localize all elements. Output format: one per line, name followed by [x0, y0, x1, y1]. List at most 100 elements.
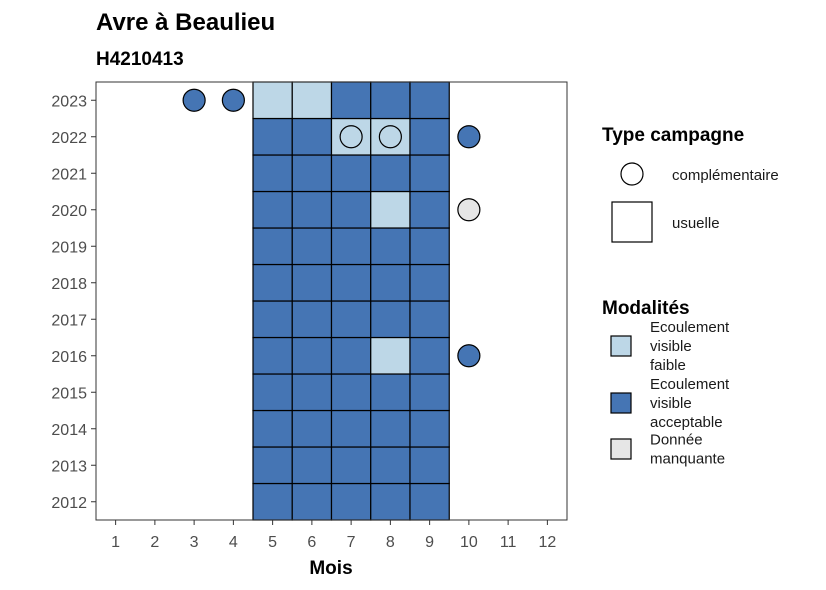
x-tick-label: 1: [111, 534, 120, 551]
cell-usuelle: [252, 336, 293, 375]
cell-usuelle: [370, 300, 411, 339]
legend-swatch-acceptable: [610, 392, 632, 414]
cell-usuelle: [409, 373, 450, 412]
cell-usuelle: [409, 227, 450, 266]
cell-usuelle: [409, 446, 450, 485]
y-tick-label: 2020: [51, 203, 87, 220]
usuelle-cells: [252, 81, 450, 521]
cell-usuelle: [330, 446, 372, 485]
x-tick-label: 11: [500, 534, 517, 551]
cell-usuelle: [291, 300, 333, 339]
legend-modalite-label: Donnée: [650, 432, 703, 449]
cell-usuelle: [252, 227, 293, 266]
x-tick-label: 3: [190, 534, 199, 551]
y-tick-label: 2014: [51, 422, 87, 439]
y-tick-label: 2016: [51, 349, 87, 366]
x-axis-ticks: 1 2 3 4 5 6 7 8 9 10 11 12: [111, 520, 556, 551]
cell-usuelle: [252, 373, 293, 412]
cell-usuelle: [291, 227, 333, 266]
point-complementaire: [182, 88, 206, 112]
cell-usuelle: [291, 263, 333, 302]
y-tick-label: 2015: [51, 385, 87, 402]
cell-usuelle: [330, 154, 372, 193]
legend-modalite-label: manquante: [650, 451, 725, 468]
legend-modalites: Modalités Ecoulement visible faible Ecoulem…: [602, 298, 730, 468]
point-complementaire: [339, 125, 363, 149]
cell-usuelle: [291, 81, 333, 120]
legend-square-icon: [611, 201, 653, 243]
x-axis-label: Mois: [309, 558, 352, 579]
cell-usuelle: [370, 227, 411, 266]
cell-usuelle: [370, 482, 411, 521]
legend-modalites-title: Modalités: [602, 298, 690, 319]
legend-modalite-label: acceptable: [650, 414, 723, 431]
x-tick-label: 9: [425, 534, 434, 551]
chart-title: Avre à Beaulieu: [96, 9, 275, 36]
x-tick-label: 12: [538, 534, 556, 551]
y-tick-label: 2012: [51, 495, 87, 512]
cell-usuelle: [370, 336, 411, 375]
complementaire-points: [182, 88, 481, 368]
x-tick-label: 7: [347, 534, 356, 551]
cell-usuelle: [409, 336, 450, 375]
cell-usuelle: [330, 227, 372, 266]
x-tick-label: 2: [150, 534, 159, 551]
legend-type-label-usuelle: usuelle: [672, 215, 720, 232]
cell-usuelle: [252, 263, 293, 302]
cell-usuelle: [252, 117, 293, 156]
point-complementaire: [457, 344, 481, 368]
x-tick-label: 4: [229, 534, 238, 551]
x-tick-label: 6: [307, 534, 316, 551]
cell-usuelle: [330, 300, 372, 339]
cell-usuelle: [370, 81, 411, 120]
y-tick-label: 2017: [51, 312, 87, 329]
cell-usuelle: [252, 300, 293, 339]
legend-modalite-label: Ecoulement: [650, 319, 730, 336]
cell-usuelle: [291, 154, 333, 193]
legend-type-campagne: Type campagne complémentaire usuelle: [602, 125, 779, 243]
point-complementaire: [457, 198, 481, 222]
cell-usuelle: [409, 300, 450, 339]
y-tick-label: 2019: [51, 239, 87, 256]
cell-usuelle: [291, 482, 333, 521]
cell-usuelle: [370, 446, 411, 485]
cell-usuelle: [291, 117, 333, 156]
cell-usuelle: [291, 409, 333, 448]
cell-usuelle: [252, 81, 293, 120]
x-tick-label: 8: [386, 534, 395, 551]
cell-usuelle: [370, 190, 411, 229]
y-tick-label: 2021: [51, 166, 87, 183]
legend-swatch-faible: [610, 335, 632, 357]
cell-usuelle: [291, 373, 333, 412]
cell-usuelle: [330, 373, 372, 412]
point-complementaire: [378, 125, 402, 149]
point-complementaire: [221, 88, 245, 112]
cell-usuelle: [409, 482, 450, 521]
x-tick-label: 10: [460, 534, 478, 551]
cell-usuelle: [409, 190, 450, 229]
cell-usuelle: [291, 190, 333, 229]
cell-usuelle: [409, 117, 450, 156]
cell-usuelle: [330, 263, 372, 302]
legend-type-label-complementaire: complémentaire: [672, 167, 779, 184]
cell-usuelle: [252, 154, 293, 193]
y-tick-label: 2013: [51, 458, 87, 475]
cell-usuelle: [252, 482, 293, 521]
legend-modalite-label: Ecoulement: [650, 376, 730, 393]
x-tick-label: 5: [268, 534, 277, 551]
panel-border: [95, 81, 568, 521]
legend-circle-icon: [620, 162, 644, 186]
cell-usuelle: [330, 482, 372, 521]
cell-usuelle: [252, 446, 293, 485]
cell-usuelle: [330, 190, 372, 229]
cell-usuelle: [291, 446, 333, 485]
legend-type-title: Type campagne: [602, 125, 744, 146]
y-tick-label: 2023: [51, 93, 87, 110]
legend-swatch-manquante: [610, 438, 632, 460]
cell-usuelle: [409, 81, 450, 120]
cell-usuelle: [330, 81, 372, 120]
y-axis-ticks: 2012 2013 2014 2015 2016 2017 2018 2019 2020 2021…: [51, 93, 96, 512]
cell-usuelle: [252, 409, 293, 448]
cell-usuelle: [330, 409, 372, 448]
